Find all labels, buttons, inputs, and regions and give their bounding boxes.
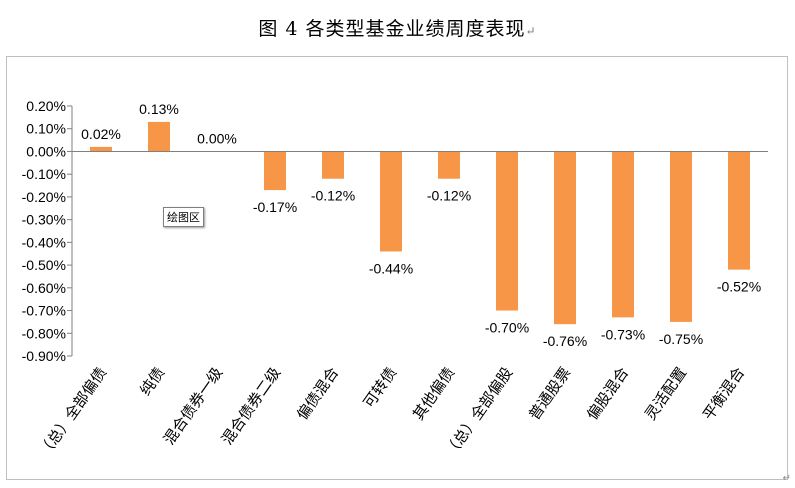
category-label: 灵活配置 [641,364,690,423]
data-label: 0.00% [197,130,237,146]
paragraph-return-mark: ↵ [525,24,537,38]
bar [496,151,518,311]
bar [670,151,692,322]
bar [554,151,576,325]
category-label: 混合债券一级 [160,364,226,448]
chart-title: 图 4 各类型基金业绩周度表现↵ [0,14,795,41]
bar [728,151,750,270]
data-label: -0.73% [601,326,645,342]
y-tick-label: 0.10% [26,121,66,137]
bar [90,146,112,152]
category-label: 普通股票 [525,364,574,423]
data-label: -0.70% [485,320,529,336]
bar [380,151,402,252]
category-label: 混合债券二级 [218,364,284,448]
chart-title-text: 图 4 各类型基金业绩周度表现 [258,18,526,40]
data-label: -0.12% [427,188,471,204]
category-label: 纯债 [136,364,168,399]
y-tick-label: 0.20% [26,98,66,114]
bar [322,151,344,179]
y-tick-label: -0.60% [22,280,66,296]
bar [612,151,634,318]
data-label: -0.76% [543,333,587,349]
bar [264,151,286,191]
category-label: 其他偏债 [409,364,458,423]
y-tick-label: -0.90% [22,348,66,364]
bar [438,151,460,179]
bar [148,121,170,152]
y-tick-label: -0.10% [22,166,66,182]
chart-frame[interactable] [6,56,788,480]
data-label: -0.12% [311,188,355,204]
category-label: （总）全部偏债 [35,364,110,460]
category-label: 偏债混合 [293,364,342,423]
y-tick-label: -0.70% [22,303,66,319]
y-tick-label: 0.00% [26,143,66,159]
data-label: -0.17% [253,199,297,215]
data-label: -0.44% [369,260,413,276]
y-tick-label: -0.40% [22,234,66,250]
data-label: 0.13% [139,101,179,117]
data-label: 0.02% [81,126,121,142]
plot-area-tooltip: 绘图区 [163,207,204,227]
y-tick-label: -0.80% [22,325,66,341]
y-tick-label: -0.30% [22,212,66,228]
data-label: -0.75% [659,331,703,347]
category-label: 可转债 [360,364,401,411]
data-label: -0.52% [717,279,761,295]
corner-return-mark: ↵ [782,473,791,484]
category-label: 偏股混合 [583,364,632,423]
y-tick-label: -0.20% [22,189,66,205]
category-label: 平衡混合 [699,364,748,423]
y-tick-label: -0.50% [22,257,66,273]
